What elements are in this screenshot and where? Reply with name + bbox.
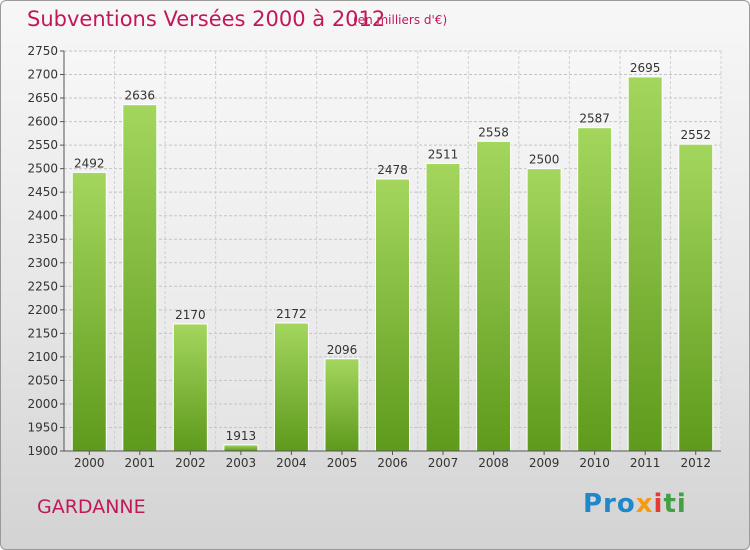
y-tick-label: 2450 — [27, 185, 58, 199]
data-label: 2478 — [377, 163, 408, 177]
bar — [526, 168, 562, 452]
y-tick-label: 2650 — [27, 91, 58, 105]
y-tick-label: 2200 — [27, 303, 58, 317]
x-tick-label: 2007 — [428, 456, 459, 470]
bar — [273, 322, 309, 452]
chart-title: Subventions Versées 2000 à 2012 — [27, 7, 386, 31]
y-tick-label: 2250 — [27, 279, 58, 293]
data-label: 2558 — [478, 125, 509, 139]
y-tick-label: 2500 — [27, 162, 58, 176]
x-tick-label: 2012 — [680, 456, 711, 470]
bar — [476, 140, 512, 452]
logo-part: i — [653, 489, 664, 519]
y-tick-label: 2150 — [27, 326, 58, 340]
y-tick-label: 2300 — [27, 256, 58, 270]
bar — [678, 143, 714, 452]
x-tick-label: 2008 — [478, 456, 509, 470]
y-tick-label: 2050 — [27, 373, 58, 387]
x-tick-label: 2010 — [579, 456, 610, 470]
x-tick-label: 2006 — [377, 456, 408, 470]
y-tick-label: 2000 — [27, 397, 58, 411]
x-tick-label: 2000 — [74, 456, 105, 470]
x-tick-label: 2005 — [327, 456, 358, 470]
y-tick-label: 2600 — [27, 115, 58, 129]
bar — [324, 358, 360, 452]
bar — [71, 171, 107, 452]
y-tick-label: 1900 — [27, 444, 58, 458]
data-label: 2511 — [428, 147, 459, 161]
data-label: 2587 — [579, 112, 610, 126]
data-label: 2695 — [630, 61, 661, 75]
data-label: 1913 — [226, 429, 257, 443]
data-label: 2492 — [74, 156, 105, 170]
bar — [172, 323, 208, 452]
x-tick-label: 2001 — [125, 456, 156, 470]
logo-part: ti — [663, 489, 687, 519]
y-tick-label: 2100 — [27, 350, 58, 364]
logo-part: Pro — [583, 489, 636, 519]
x-tick-label: 2002 — [175, 456, 206, 470]
y-tick-label: 1950 — [27, 420, 58, 434]
bar — [577, 127, 613, 452]
y-tick-label: 2400 — [27, 209, 58, 223]
x-tick-label: 2004 — [276, 456, 307, 470]
bar — [223, 444, 259, 452]
y-tick-label: 2350 — [27, 232, 58, 246]
data-label: 2096 — [327, 343, 358, 357]
bar — [375, 178, 410, 452]
y-tick-label: 2550 — [27, 138, 58, 152]
y-tick-label: 2700 — [27, 68, 58, 82]
data-label: 2552 — [680, 128, 711, 142]
x-tick-label: 2009 — [529, 456, 560, 470]
data-label: 2500 — [529, 153, 560, 167]
data-label: 2172 — [276, 307, 307, 321]
bar — [627, 76, 663, 452]
data-label: 2636 — [125, 89, 156, 103]
logo-part: x — [635, 489, 654, 519]
chart-subtitle: (en milliers d'€) — [353, 13, 448, 27]
bar — [122, 104, 158, 452]
bar — [425, 162, 461, 452]
town-name: GARDANNE — [37, 496, 146, 518]
x-tick-label: 2003 — [226, 456, 257, 470]
x-tick-label: 2011 — [630, 456, 661, 470]
y-tick-label: 2750 — [27, 44, 58, 58]
data-label: 2170 — [175, 308, 206, 322]
proxiti-logo: Proxiti — [583, 489, 687, 519]
